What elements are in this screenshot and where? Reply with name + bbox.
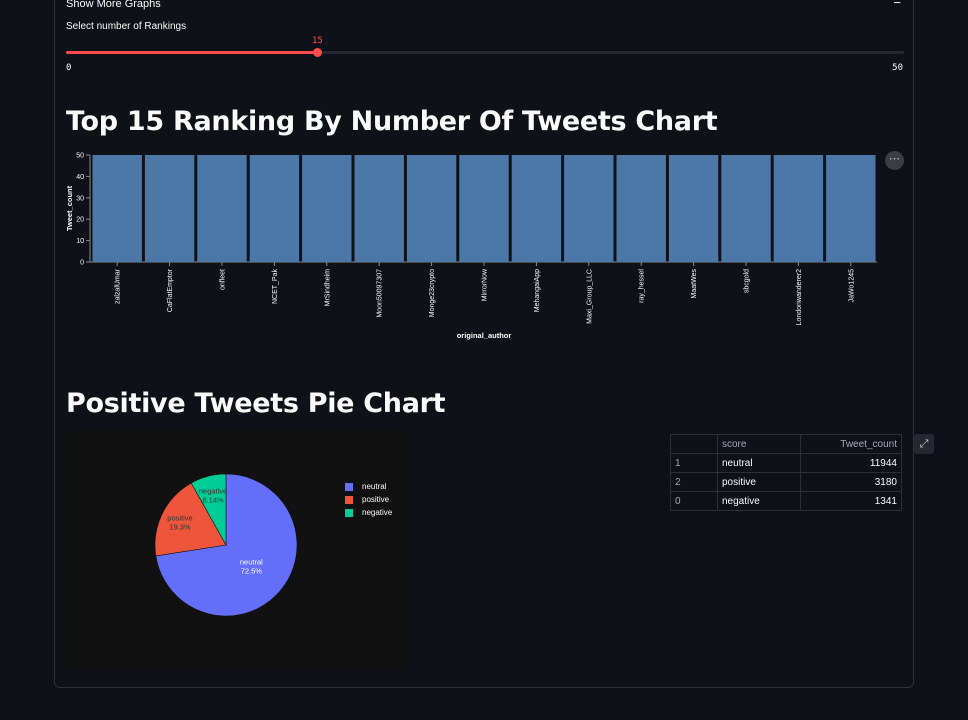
slider-label: Select number of Rankings <box>66 21 187 32</box>
rankings-slider[interactable]: 15 <box>66 36 904 57</box>
bar <box>144 155 195 262</box>
table-row: 2 positive 3180 <box>670 472 902 492</box>
y-tick-label: 50 <box>76 153 84 160</box>
pie-slice-percent: 72.5% <box>241 567 263 576</box>
x-tick-label: MrSindheim <box>324 269 331 307</box>
y-tick-label: 20 <box>76 217 84 224</box>
x-tick-label: JaWo1245 <box>848 269 855 302</box>
legend-swatch <box>345 508 353 517</box>
x-tick-label: zalzalUmar <box>115 268 122 304</box>
legend-item[interactable]: positive <box>345 493 392 506</box>
slider-max-label: 50 <box>892 63 903 73</box>
pie-slice <box>190 473 227 547</box>
pie-slice <box>154 482 227 557</box>
table-cell-index: 1 <box>670 453 718 473</box>
legend-label: negative <box>362 508 393 517</box>
x-tick-label: Londonwanderer2 <box>796 269 803 326</box>
more-horizontal-icon[interactable]: ⋯ <box>885 151 904 170</box>
bar <box>302 155 352 262</box>
table-cell-score: neutral <box>717 453 801 473</box>
x-tick-label: Monge23crypto <box>429 269 436 317</box>
x-tick-label: MaatWes <box>691 269 698 299</box>
legend-label: neutral <box>362 482 387 491</box>
bar <box>668 155 719 262</box>
expand-icon[interactable]: ⤢ <box>914 434 934 454</box>
pie-slice-percent: 19.3% <box>169 523 191 532</box>
table-header-count[interactable]: Tweet_count <box>800 434 902 454</box>
x-tick-label: ray_hessel <box>639 269 646 303</box>
bar <box>459 155 509 262</box>
x-tick-label: Moon50097307 <box>377 269 384 318</box>
x-tick-label: onfleet <box>220 269 227 290</box>
legend-item[interactable]: negative <box>345 506 392 519</box>
bar <box>564 155 614 262</box>
pie-slice-percent: 8.14% <box>202 496 224 505</box>
bar <box>354 155 404 262</box>
y-tick-label: 0 <box>80 260 84 267</box>
y-axis-label: Tweet_count <box>65 185 74 231</box>
bar <box>616 155 666 262</box>
y-tick-label: 40 <box>76 174 84 181</box>
table-cell-index: 2 <box>670 472 718 492</box>
bar <box>773 155 824 262</box>
table-row: 0 negative 1341 <box>670 491 902 511</box>
table-cell-count: 3180 <box>800 472 902 492</box>
y-tick-label: 10 <box>76 238 84 245</box>
pie-slice-label: positive <box>167 514 192 523</box>
x-axis-label: original_author <box>457 331 512 340</box>
slider-thumb[interactable] <box>313 48 323 57</box>
pie-slice-label: negative <box>199 487 227 496</box>
bar <box>721 155 771 262</box>
expander-title[interactable]: Show More Graphs <box>66 0 161 10</box>
pie-slice-label: neutral <box>240 558 263 567</box>
show-more-graphs-expander: Show More Graphs − Select number of Rank… <box>54 0 934 688</box>
x-tick-label: sbcgold <box>744 269 751 293</box>
legend-swatch <box>345 495 353 504</box>
bar <box>826 155 876 262</box>
legend-swatch <box>345 482 353 491</box>
table-cell-index: 0 <box>670 491 718 511</box>
slider-value: 15 <box>311 36 323 46</box>
pie-chart-panel: neutral 72.5% positive 19.3% negative 8.14% <box>66 430 406 670</box>
collapse-icon[interactable]: − <box>893 0 901 10</box>
bar-chart: 0 10 20 30 40 50 Tweet_count zalzalUmar CaFlatEm… <box>65 153 877 340</box>
table-row: 1 neutral 11944 <box>670 453 902 473</box>
table-cell-count: 11944 <box>800 453 902 473</box>
legend-item[interactable]: neutral <box>345 480 392 493</box>
bar <box>249 155 300 262</box>
pie-legend: neutral positive negative <box>345 480 392 519</box>
bar <box>92 155 142 262</box>
slider-fill <box>66 51 318 54</box>
legend-label: positive <box>362 495 390 504</box>
x-tick-label: MirrorNow <box>482 268 489 301</box>
bar-chart-title: Top 15 Ranking By Number Of Tweets Chart <box>66 106 718 137</box>
table-cell-score: negative <box>717 491 801 511</box>
table-header-row: score Tweet_count <box>670 434 902 454</box>
table-cell-score: positive <box>717 472 801 492</box>
pie-chart-title: Positive Tweets Pie Chart <box>66 388 446 419</box>
pie-slice <box>155 473 298 617</box>
x-tick-label: MehangaiApp <box>534 269 541 312</box>
table-header-index <box>670 434 718 454</box>
y-tick-label: 30 <box>76 195 84 202</box>
x-tick-label: NCET_Pak <box>272 269 279 305</box>
x-tick-label: CaFlatEmptor <box>167 268 174 312</box>
table-header-score[interactable]: score <box>717 434 801 454</box>
table-cell-count: 1341 <box>800 491 902 511</box>
bar <box>197 155 247 262</box>
bar <box>511 155 562 262</box>
bar <box>406 155 457 262</box>
score-table[interactable]: score Tweet_count 1 neutral 11944 2 posi… <box>670 434 902 511</box>
x-tick-label: Maxi_Group_LLC <box>586 269 593 324</box>
slider-min-label: 0 <box>66 63 72 73</box>
